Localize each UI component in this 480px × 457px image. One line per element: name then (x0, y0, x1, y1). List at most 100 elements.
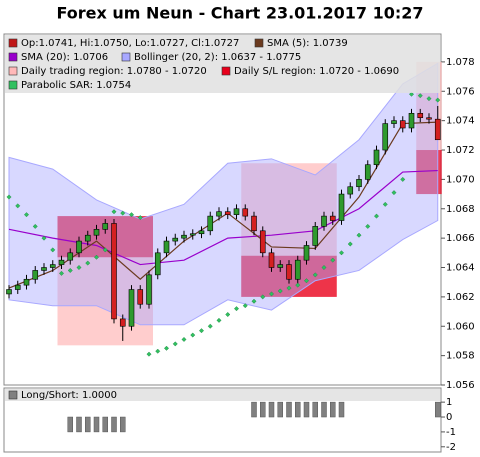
candle-body (417, 113, 424, 119)
sar-dot (234, 306, 239, 312)
bar (268, 401, 275, 418)
legend-label: SMA (5): 1.0739 (267, 38, 348, 49)
sar-dot (50, 247, 56, 253)
main-layer: 1.056 1.058 1.060 1.062 1.064 1.066 1.068 1.070… (5, 35, 475, 453)
bar (111, 416, 117, 433)
candle-body (224, 211, 231, 215)
candle-body (93, 229, 100, 236)
candle-body (41, 267, 47, 271)
sar-dot (120, 210, 126, 216)
sar-dot (374, 213, 379, 219)
legend-swatch (221, 66, 231, 76)
bar (303, 401, 310, 418)
candle-body (277, 264, 284, 268)
bar (435, 401, 441, 418)
y-tick-label: 1.068 (446, 204, 475, 215)
sar-dot (15, 203, 21, 209)
candle-body (294, 259, 301, 280)
sar-dot (400, 176, 406, 182)
y-tick-label: 1 (446, 397, 452, 408)
sar-dot (304, 278, 309, 284)
bar (120, 416, 126, 433)
candle-body (32, 270, 39, 280)
sar-dot (417, 93, 423, 99)
bar (93, 416, 100, 433)
candle-body (198, 230, 205, 235)
candle-body (216, 211, 222, 217)
bar (251, 401, 257, 418)
legend-swatch (8, 66, 18, 76)
candle-body (268, 252, 275, 268)
bar (321, 401, 327, 418)
y-tick-label: 1.070 (446, 174, 475, 185)
sar-dot (391, 190, 397, 196)
bar (260, 401, 266, 418)
sar-dot (409, 91, 414, 97)
y-tick-label: 1.058 (446, 351, 475, 362)
sar-dot (435, 97, 441, 103)
candle-body (391, 120, 397, 124)
sar-dot (164, 345, 169, 351)
candle-body (119, 318, 126, 327)
candle-body (181, 234, 187, 239)
sar-dot (111, 209, 117, 215)
candle-body (233, 208, 240, 215)
sar-dot (382, 201, 388, 207)
sar-dot (102, 247, 108, 253)
sar-dot (76, 265, 82, 270)
bar (330, 401, 336, 418)
candle-body (76, 240, 82, 254)
sar-dot (6, 194, 12, 200)
sar-dot (269, 291, 274, 297)
candle-body (163, 240, 170, 254)
sar-dot (146, 351, 152, 357)
candle-body (312, 226, 319, 246)
candle-body (434, 118, 441, 141)
sar-dot (365, 223, 371, 229)
candle-body (154, 252, 161, 276)
candle-body (242, 208, 249, 217)
candle-body (373, 149, 380, 166)
legend-band (5, 35, 440, 93)
sar-dot (277, 288, 283, 294)
bar (277, 401, 283, 418)
candle-body (128, 289, 135, 327)
legend-band (5, 389, 440, 401)
legend-label: SMA (20): 1.0706 (21, 52, 108, 63)
bar (286, 401, 292, 418)
legend-label: Long/Short: 1.0000 (21, 390, 117, 401)
legend-swatch (8, 38, 18, 48)
bar (85, 416, 91, 433)
legend-swatch (8, 390, 18, 400)
sar-dot (181, 336, 187, 342)
candle-body (338, 193, 345, 221)
candle-body (14, 284, 21, 290)
sar-dot (330, 257, 336, 263)
legend-swatch (121, 52, 131, 62)
y-tick-label: 0 (446, 412, 452, 423)
bar (312, 401, 318, 418)
legend-label: Parabolic SAR: 1.0754 (21, 80, 131, 91)
candle-body (172, 237, 179, 242)
candle-body (329, 215, 336, 221)
bar (338, 401, 345, 418)
sar-dot (137, 215, 143, 221)
y-tick-label: 1.064 (446, 263, 475, 274)
bar (67, 416, 73, 433)
candle-body (382, 123, 389, 151)
candle-body (251, 215, 257, 232)
sar-dot (321, 265, 327, 270)
candle-body (303, 245, 310, 261)
sar-dot (32, 223, 38, 229)
y-tick-label: -2 (446, 442, 456, 453)
sar-dot (172, 341, 178, 347)
candle-body (49, 264, 56, 268)
sar-dot (199, 328, 204, 334)
sar-dot (347, 241, 353, 247)
candle-body (286, 264, 292, 280)
candle-body (111, 223, 117, 320)
chart-title: Forex um Neun - Chart 23.01.2017 10:27 (56, 4, 423, 23)
legend-swatch (8, 80, 18, 90)
sar-dot (94, 254, 99, 260)
y-tick-label: 1.078 (446, 57, 475, 68)
